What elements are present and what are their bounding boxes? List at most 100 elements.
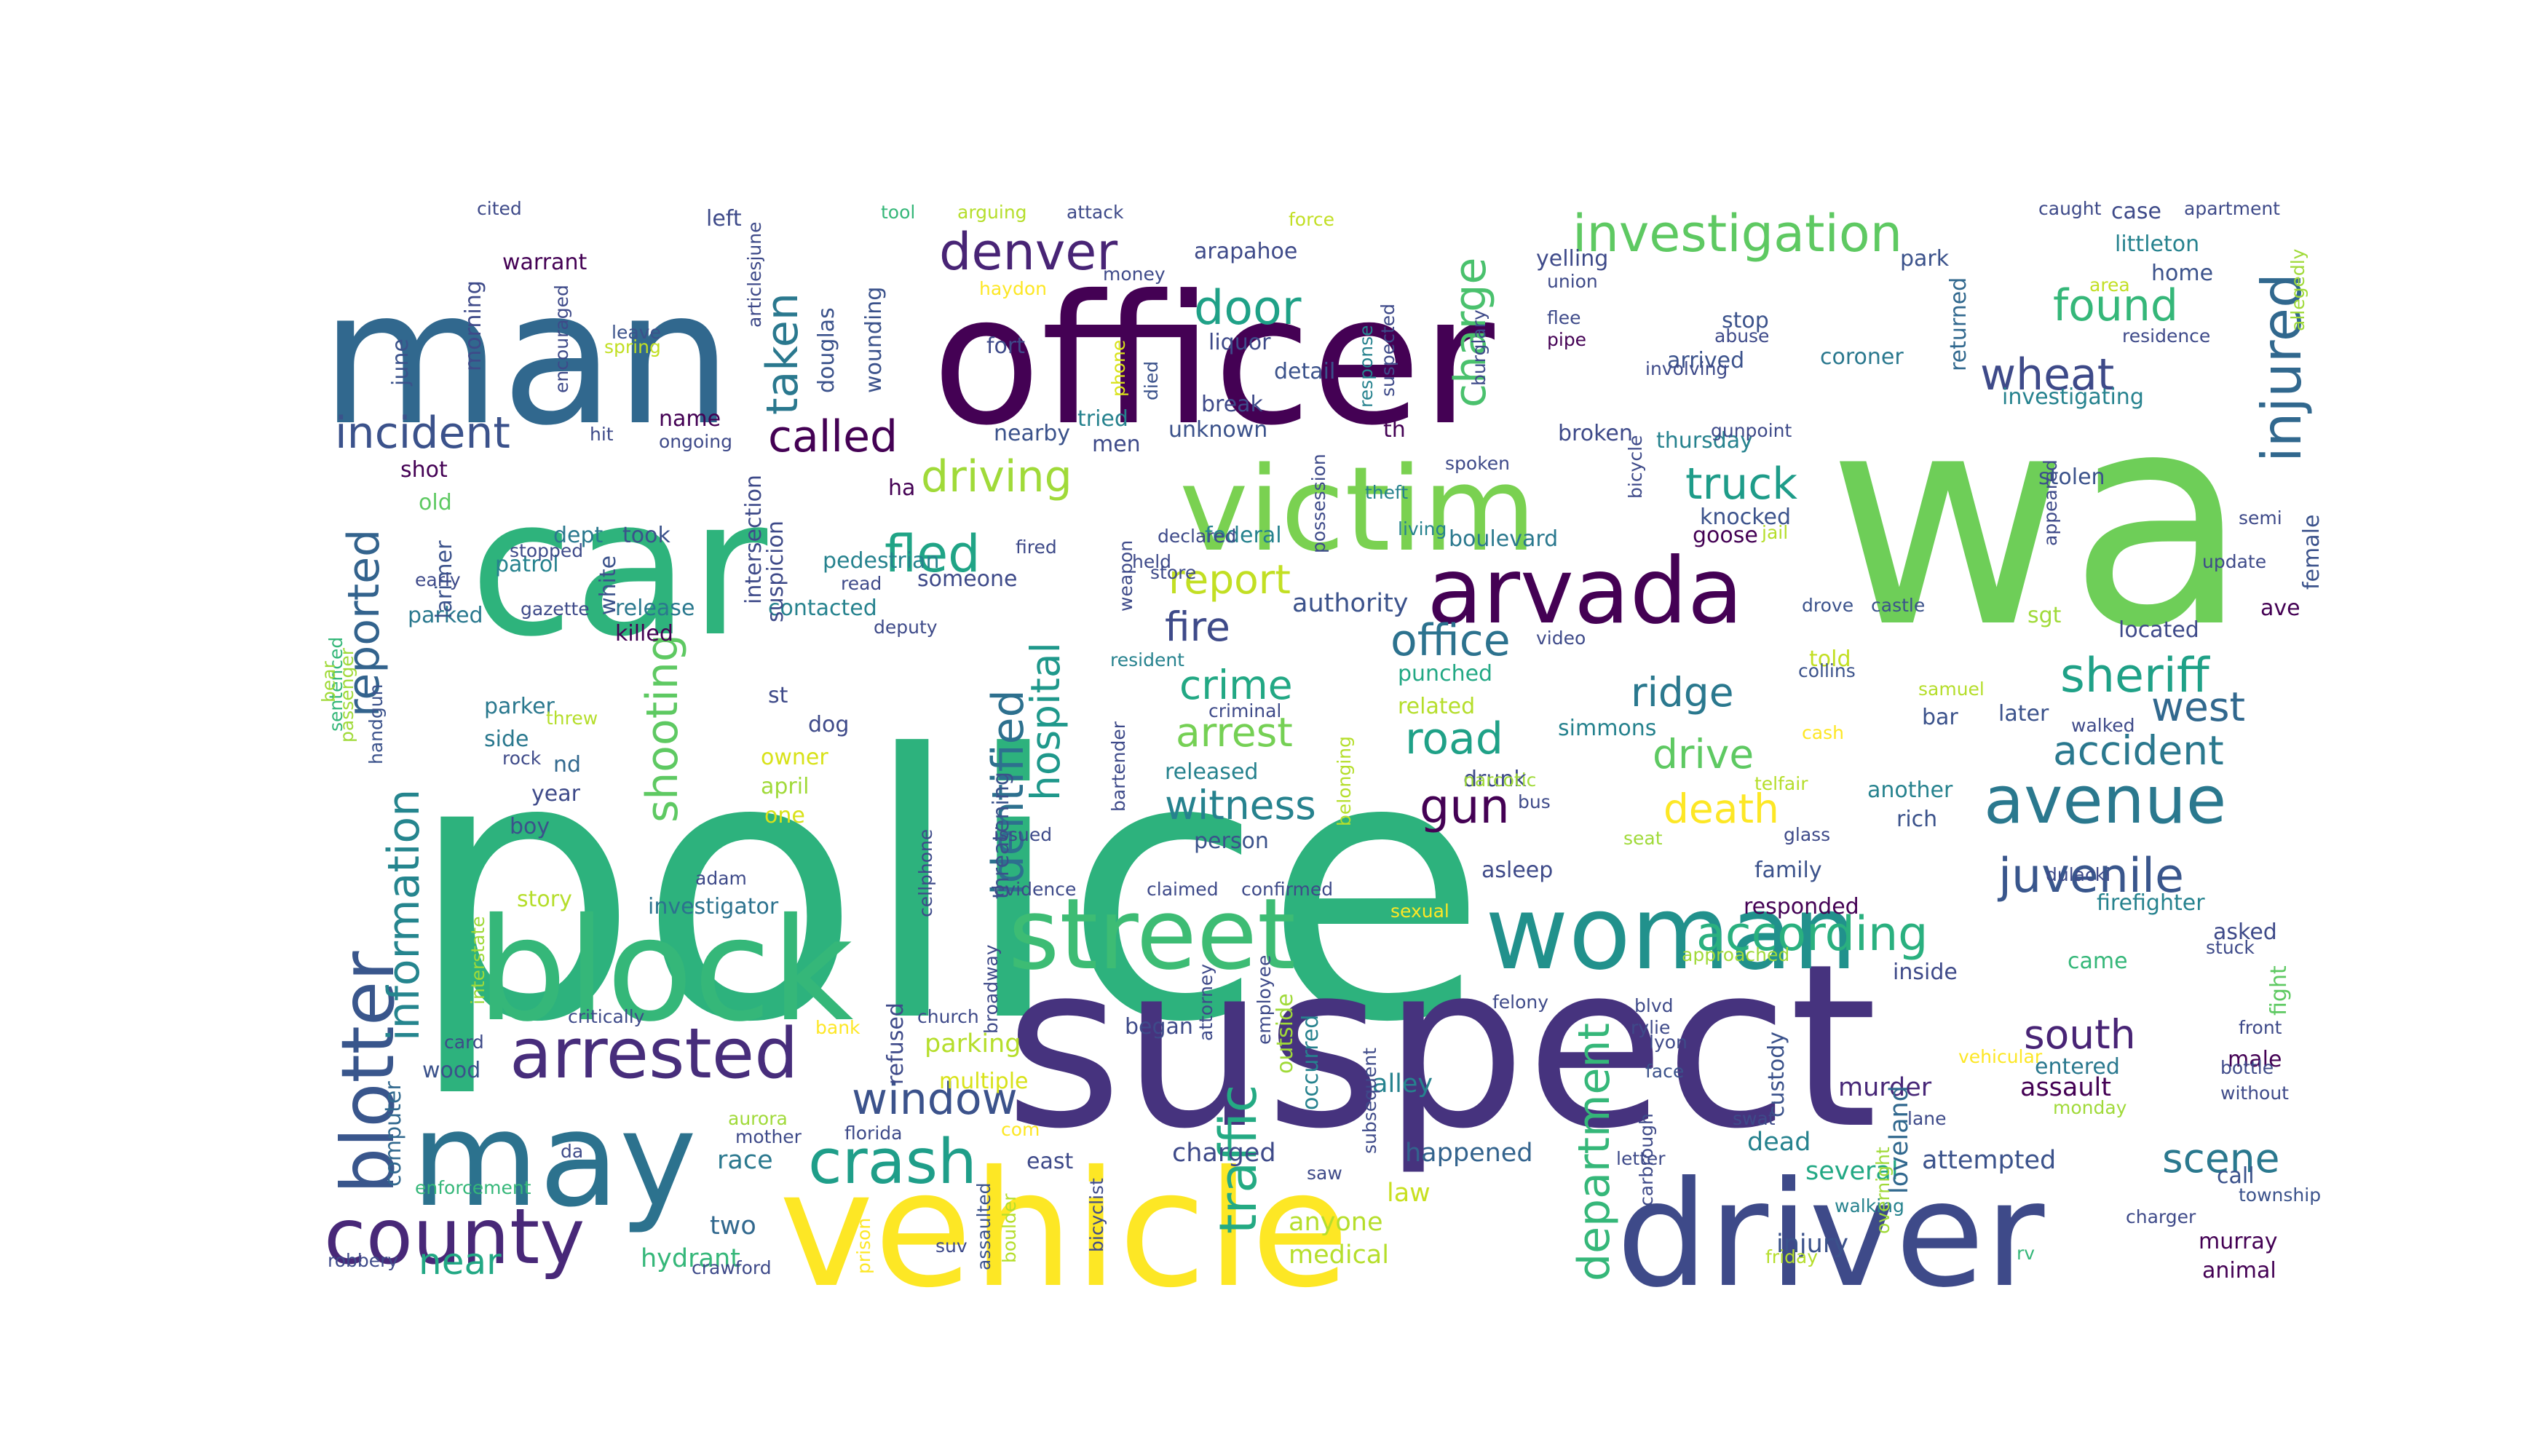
- cloud-word-drunk: drunk: [1463, 767, 1527, 792]
- cloud-word-bottle: bottle: [2220, 1057, 2274, 1078]
- cloud-word-weapon: weapon: [1115, 540, 1136, 612]
- cloud-word-federal: federal: [1205, 523, 1282, 548]
- cloud-word-passenger: passenger: [336, 647, 357, 743]
- cloud-word-old: old: [419, 490, 452, 515]
- cloud-word-juvenile: juvenile: [1997, 849, 2184, 903]
- cloud-word-story: story: [517, 887, 572, 912]
- cloud-word-custody: custody: [1764, 1032, 1789, 1117]
- cloud-word-arrest: arrest: [1176, 709, 1293, 756]
- cloud-word-card: card: [444, 1032, 484, 1053]
- cloud-word-parked: parked: [408, 603, 483, 628]
- cloud-word-shot: shot: [400, 457, 448, 483]
- cloud-word-charged: charged: [1172, 1139, 1276, 1168]
- cloud-word-cellphone: cellphone: [915, 829, 936, 917]
- cloud-word-county: county: [324, 1192, 585, 1281]
- cloud-word-employee: employee: [1254, 955, 1275, 1045]
- cloud-word-called: called: [768, 411, 898, 462]
- cloud-word-parker: parker: [484, 694, 555, 719]
- cloud-word-asleep: asleep: [1481, 858, 1553, 883]
- cloud-word-crash: crash: [808, 1126, 977, 1198]
- cloud-word-com: com: [1001, 1119, 1040, 1140]
- cloud-word-spring: spring: [604, 336, 661, 357]
- cloud-word-drove: drove: [1802, 595, 1853, 616]
- cloud-word-killed: killed: [615, 621, 673, 646]
- cloud-word-year: year: [531, 781, 581, 807]
- cloud-word-apartment: apartment: [2184, 198, 2280, 219]
- cloud-word-vehicle: vehicle: [779, 1136, 1350, 1323]
- cloud-word-someone: someone: [917, 566, 1018, 592]
- cloud-word-abuse: abuse: [1714, 325, 1769, 347]
- cloud-word-dulacki: dulacki: [2046, 864, 2110, 885]
- cloud-word-dept: dept: [553, 523, 604, 548]
- cloud-word-incident: incident: [335, 408, 510, 459]
- cloud-word-firefighter: firefighter: [2097, 890, 2205, 916]
- cloud-word-st: st: [768, 683, 788, 708]
- cloud-word-assaulted: assaulted: [973, 1182, 994, 1270]
- cloud-word-living: living: [1398, 518, 1447, 539]
- cloud-word-loveland: loveland: [1885, 1085, 1914, 1194]
- cloud-word-wood: wood: [422, 1058, 480, 1083]
- cloud-word-call: call: [2217, 1163, 2255, 1189]
- cloud-word-face: face: [1645, 1061, 1684, 1082]
- cloud-word-fort: fort: [986, 333, 1025, 359]
- cloud-word-arguing: arguing: [957, 202, 1027, 223]
- cloud-word-door: door: [1194, 281, 1302, 336]
- cloud-word-th: th: [1383, 417, 1406, 443]
- cloud-word-gunpoint: gunpoint: [1711, 420, 1792, 441]
- cloud-word-break: break: [1201, 392, 1264, 417]
- cloud-word-resident: resident: [1110, 649, 1184, 670]
- cloud-word-fled: fled: [885, 524, 981, 584]
- cloud-word-according: according: [1696, 907, 1928, 962]
- cloud-word-union: union: [1547, 271, 1598, 292]
- cloud-word-boy: boy: [510, 814, 550, 839]
- cloud-word-township: township: [2239, 1184, 2321, 1206]
- cloud-word-female: female: [2299, 515, 2325, 590]
- cloud-word-littleton: littleton: [2115, 232, 2199, 257]
- cloud-word-release: release: [615, 596, 695, 621]
- cloud-word-accident: accident: [2053, 727, 2224, 774]
- cloud-word-several: several: [1805, 1157, 1899, 1186]
- cloud-word-intersection: intersection: [741, 475, 767, 604]
- cloud-word-handgun: handgun: [365, 684, 387, 764]
- cloud-word-west: west: [2151, 684, 2245, 730]
- cloud-word-fire: fire: [1165, 604, 1230, 650]
- cloud-word-yelling: yelling: [1536, 246, 1608, 272]
- cloud-word-boulevard: boulevard: [1449, 526, 1558, 552]
- cloud-word-later: later: [1998, 701, 2049, 727]
- cloud-word-store: store: [1150, 562, 1196, 583]
- cloud-word-office: office: [1390, 615, 1511, 666]
- cloud-word-murray: murray: [2199, 1229, 2278, 1254]
- cloud-word-rv: rv: [2017, 1243, 2035, 1264]
- cloud-word-one: one: [764, 803, 805, 828]
- cloud-word-male: male: [2228, 1047, 2282, 1072]
- cloud-word-rich: rich: [1896, 807, 1937, 832]
- cloud-word-spoken: spoken: [1445, 453, 1510, 474]
- cloud-word-block: block: [477, 887, 853, 1053]
- cloud-word-denver: denver: [939, 222, 1117, 282]
- cloud-word-approached: approached: [1682, 944, 1789, 965]
- cloud-word-video: video: [1536, 628, 1586, 649]
- cloud-word-gun: gun: [1420, 780, 1510, 834]
- cloud-word-vehicular: vehicular: [1958, 1046, 2043, 1067]
- cloud-word-appeared: appeared: [2040, 459, 2061, 546]
- cloud-word-semi: semi: [2239, 507, 2282, 529]
- cloud-word-phone: phone: [1108, 340, 1129, 397]
- cloud-word-alley: alley: [1372, 1069, 1433, 1099]
- cloud-word-asked: asked: [2213, 919, 2277, 945]
- cloud-word-wheat: wheat: [1980, 349, 2114, 400]
- cloud-word-deputy: deputy: [874, 617, 938, 638]
- cloud-word-rock: rock: [502, 748, 542, 769]
- cloud-word-person: person: [1194, 828, 1269, 854]
- cloud-word-bicycle: bicycle: [1625, 435, 1646, 499]
- cloud-word-arrived: arrived: [1667, 348, 1744, 373]
- cloud-word-boulder: boulder: [999, 1193, 1020, 1263]
- cloud-word-friday: friday: [1765, 1246, 1818, 1267]
- cloud-word-front: front: [2239, 1017, 2282, 1038]
- cloud-word-fired: fired: [1016, 537, 1057, 558]
- cloud-word-suv: suv: [935, 1235, 968, 1257]
- cloud-word-inside: inside: [1893, 960, 1958, 985]
- cloud-word-road: road: [1405, 713, 1503, 764]
- cloud-word-aurora: aurora: [728, 1108, 788, 1129]
- cloud-word-samuel: samuel: [1918, 678, 1985, 700]
